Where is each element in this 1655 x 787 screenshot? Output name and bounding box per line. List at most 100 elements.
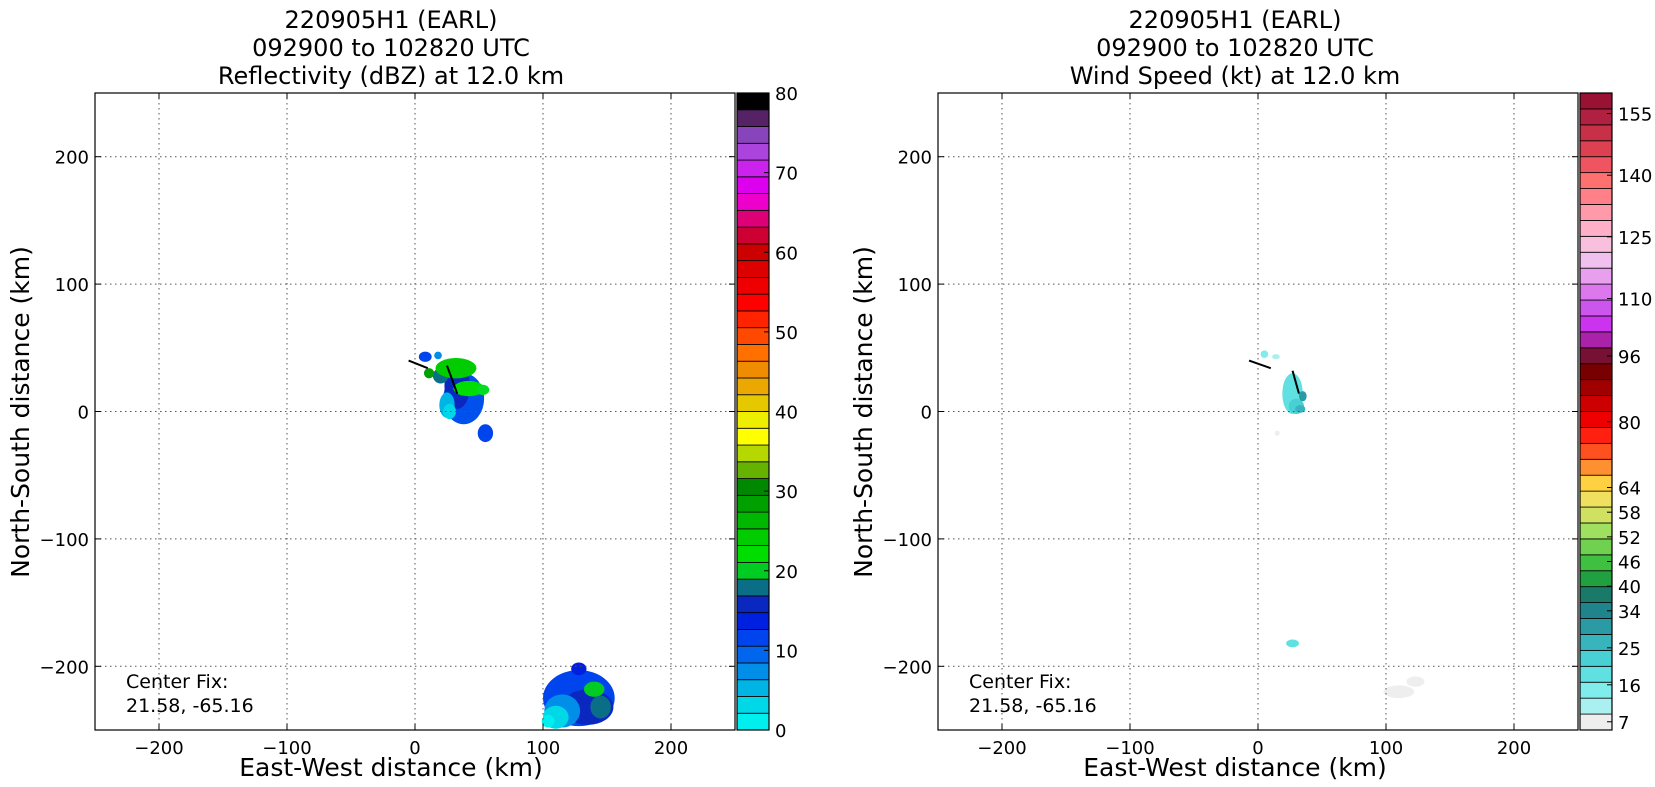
- wind-barb-1: [1291, 370, 1300, 394]
- colorbar-swatch-19: [1579, 411, 1613, 428]
- y-tick-label: 100: [898, 275, 932, 296]
- y-tick-label: 100: [55, 275, 89, 296]
- colorbar-tick-label: 10: [775, 641, 798, 662]
- colorbar-tick-label: 140: [1618, 166, 1652, 187]
- colorbar-swatch-37: [736, 92, 770, 111]
- plot-area: −200 −100 0 100 200 −200 −100 0 100 200: [883, 92, 1579, 759]
- colorbar-swatch-8: [736, 578, 770, 597]
- x-axis-label: East-West distance (km): [1083, 753, 1387, 782]
- colorbar-swatch-36: [1579, 140, 1613, 158]
- colorbar-swatch-17: [1579, 442, 1613, 460]
- colorbar-tick-label: 34: [1618, 602, 1641, 623]
- colorbar-swatch-10: [736, 545, 770, 563]
- colorbar-swatch-16: [736, 444, 770, 463]
- wind-barb-0: [1248, 359, 1272, 370]
- title-line-1: 220905H1 (EARL): [285, 6, 498, 34]
- colorbar-swatch-33: [736, 159, 770, 178]
- colorbar-tick-label: 7: [1618, 713, 1629, 734]
- colorbar-tick-label: 60: [775, 243, 798, 264]
- y-tick-label: −100: [883, 530, 932, 551]
- data-patch-6: [453, 380, 485, 397]
- data-patch-8: [1383, 685, 1415, 699]
- colorbar-swatch-11: [736, 528, 770, 547]
- colorbar-swatch-10: [1579, 554, 1613, 572]
- colorbar-swatch-32: [736, 176, 770, 194]
- colorbar-swatch-24: [736, 310, 770, 329]
- colorbar-swatch-6: [1579, 618, 1613, 635]
- data-patch-6: [1274, 430, 1280, 436]
- x-tick-label: −200: [977, 738, 1026, 759]
- x-tick-label: −100: [262, 738, 311, 759]
- data-patch-16: [541, 714, 555, 728]
- center-fix-label: Center Fix:: [969, 671, 1071, 693]
- colorbar-swatch-1: [1579, 697, 1613, 715]
- colorbar-swatch-29: [736, 226, 770, 245]
- x-tick-label: 100: [526, 738, 560, 759]
- colorbar-tick-label: 96: [1618, 347, 1641, 368]
- y-tick-label: −200: [40, 657, 89, 678]
- colorbar-tick-label: 25: [1618, 639, 1641, 660]
- colorbar-tick-label: 155: [1618, 105, 1652, 126]
- data-patch-4: [443, 403, 456, 420]
- x-tick-label: 100: [1369, 738, 1403, 759]
- colorbar-swatch-4: [736, 645, 770, 664]
- data-patch-4: [1295, 405, 1306, 413]
- x-tick-label: 0: [1252, 738, 1263, 759]
- colorbar-swatch-16: [1579, 458, 1613, 476]
- x-tick-label: −200: [134, 738, 183, 759]
- colorbar-swatch-30: [736, 209, 770, 228]
- colorbar-tick-label: 80: [1618, 413, 1641, 434]
- colorbar-swatch-12: [736, 511, 770, 530]
- y-tick-label: −100: [40, 530, 89, 551]
- data-patch-1: [1272, 354, 1280, 360]
- title-line-2: 092900 to 102820 UTC: [252, 34, 530, 62]
- colorbar-swatch-38: [1579, 108, 1613, 126]
- data-patch-11: [477, 424, 494, 443]
- colorbar-swatch-0: [736, 712, 770, 731]
- colorbar-swatch-35: [1579, 156, 1613, 174]
- data-patch-9: [1406, 676, 1425, 687]
- colorbar-swatch-7: [736, 595, 770, 614]
- data-patch-17: [583, 681, 605, 697]
- colorbar-swatch-5: [736, 629, 770, 647]
- colorbar-swatch-31: [736, 193, 770, 211]
- x-axis-label: East-West distance (km): [239, 753, 543, 782]
- colorbar-swatch-20: [736, 377, 770, 396]
- center-fix-coordinates: 21.58, -65.16: [126, 695, 254, 717]
- colorbar-swatch-9: [1579, 570, 1613, 588]
- colorbar-swatch-14: [1579, 490, 1613, 508]
- colorbar-swatch-15: [736, 461, 770, 479]
- colorbar-swatch-32: [1579, 204, 1613, 221]
- colorbar-swatch-33: [1579, 188, 1613, 205]
- colorbar-tick-label: 64: [1618, 479, 1641, 500]
- colorbar-swatch-24: [1579, 331, 1613, 349]
- colorbar-tick-label: 110: [1618, 289, 1652, 310]
- x-tick-label: 200: [654, 738, 688, 759]
- colorbar-tick-label: 125: [1618, 228, 1652, 249]
- colorbar-swatch-4: [1579, 649, 1613, 667]
- data-patch-5: [1298, 391, 1307, 402]
- y-axis-label: North-South distance (km): [849, 246, 878, 578]
- data-layer: [418, 351, 615, 729]
- colorbar-swatch-1: [736, 696, 770, 714]
- y-tick-label: 200: [55, 148, 89, 169]
- colorbar-tick-label: 20: [775, 562, 798, 583]
- title-line-2: 092900 to 102820 UTC: [1096, 34, 1374, 62]
- colorbar-tick-label: 70: [775, 164, 798, 185]
- colorbar-tick-label: 30: [775, 482, 798, 503]
- colorbar-swatch-36: [736, 109, 770, 127]
- colorbar-swatch-3: [1579, 665, 1613, 683]
- colorbar-tick-label: 52: [1618, 528, 1641, 549]
- colorbar-swatch-20: [1579, 395, 1613, 412]
- plot-area: −200 −100 0 100 200 −200 −100 0 100 200: [40, 92, 736, 759]
- colorbar-swatch-18: [1579, 427, 1613, 444]
- colorbar-swatch-19: [736, 394, 770, 412]
- colorbar: 0 10 20 30 40 50 60 70 80: [736, 84, 798, 742]
- y-axis-label: North-South distance (km): [6, 246, 35, 578]
- data-patch-8: [418, 351, 432, 362]
- data-patch-0: [1260, 350, 1269, 358]
- data-patch-7: [1286, 639, 1299, 648]
- data-patch-19: [571, 662, 587, 676]
- colorbar-swatch-13: [736, 494, 770, 513]
- colorbar-swatch-37: [1579, 124, 1613, 142]
